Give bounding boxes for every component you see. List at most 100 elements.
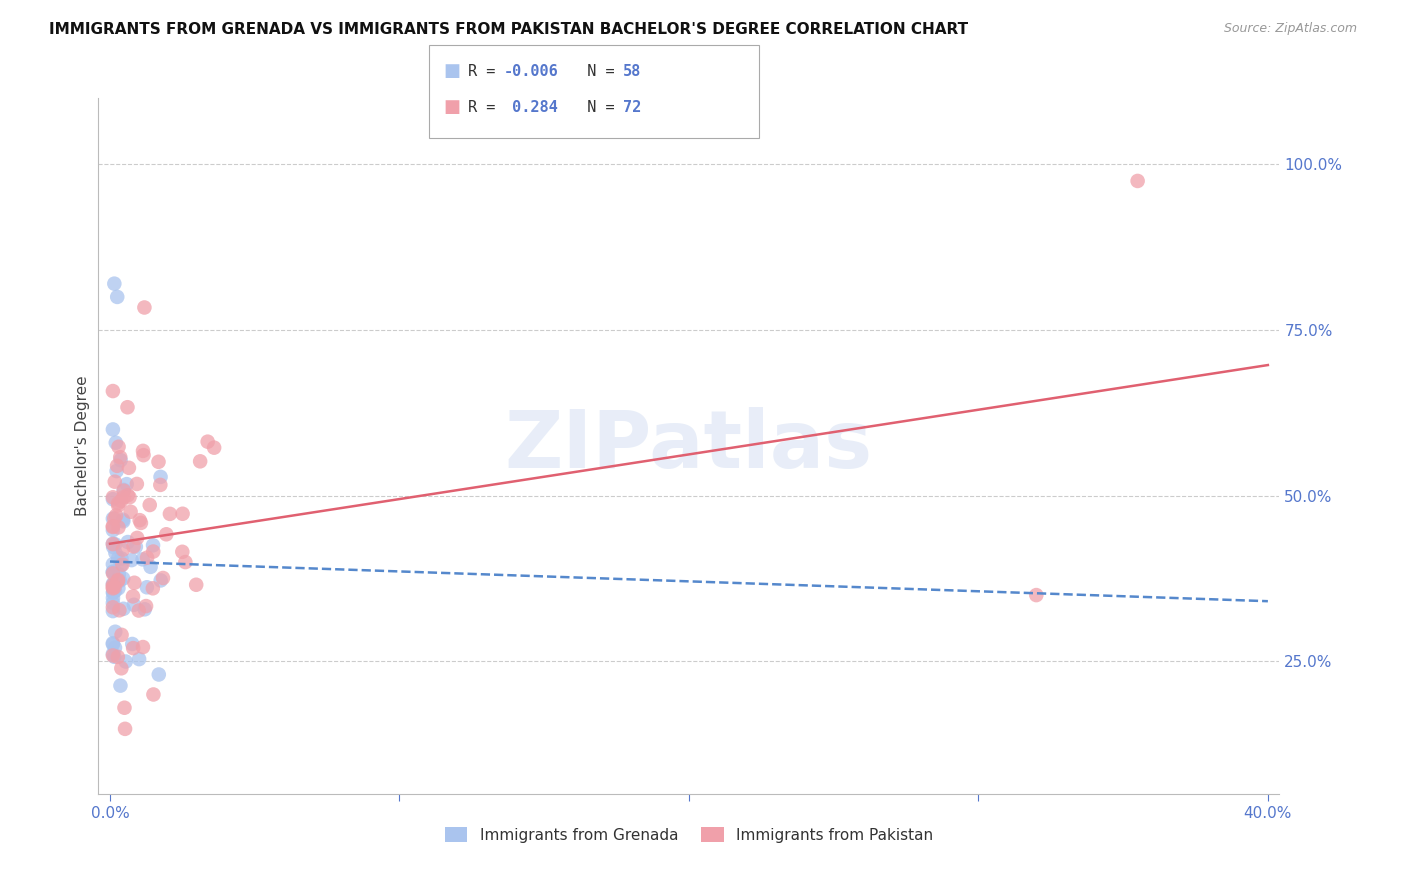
Point [101, 636, 124, 650]
Point [110, 628, 132, 642]
Point [108, 603, 131, 617]
Point [129, 516, 152, 530]
Point [103, 585, 125, 599]
Point [103, 277, 125, 291]
Point [101, 585, 124, 599]
Point [104, 584, 127, 599]
Point [142, 688, 165, 702]
Point [107, 440, 129, 454]
Point [105, 458, 128, 473]
Point [112, 483, 135, 498]
Point [174, 555, 197, 569]
Point [172, 545, 194, 559]
Point [186, 578, 208, 592]
Text: ■: ■ [443, 98, 460, 116]
Point [118, 460, 141, 475]
Point [121, 553, 143, 567]
Point [101, 565, 124, 579]
Point [155, 527, 177, 541]
Point [142, 582, 165, 596]
Point [197, 434, 219, 449]
Point [101, 648, 124, 663]
Point [107, 581, 129, 595]
Point [103, 578, 125, 592]
Point [101, 577, 124, 591]
Point [117, 401, 139, 415]
Text: ZIPatlas: ZIPatlas [505, 407, 873, 485]
Point [101, 422, 124, 436]
Point [134, 301, 156, 315]
Point [128, 513, 150, 527]
Point [105, 290, 128, 304]
Point [142, 538, 165, 552]
Point [101, 537, 124, 551]
Text: -0.006: -0.006 [503, 64, 558, 78]
Point [110, 453, 132, 467]
Point [122, 641, 145, 656]
Point [101, 540, 124, 554]
Point [101, 511, 124, 525]
Point [101, 647, 124, 661]
Point [128, 603, 150, 617]
Point [149, 478, 172, 492]
Point [108, 574, 131, 588]
Point [110, 494, 132, 508]
Point [112, 572, 135, 586]
Point [112, 490, 135, 504]
Y-axis label: Bachelor's Degree: Bachelor's Degree [75, 376, 90, 516]
Point [112, 602, 135, 616]
Text: 72: 72 [623, 100, 641, 114]
Point [188, 454, 211, 468]
Point [132, 448, 155, 462]
Point [108, 567, 131, 582]
Point [104, 546, 127, 560]
Point [104, 624, 127, 639]
Point [103, 580, 125, 594]
Point [121, 637, 143, 651]
Point [127, 531, 149, 545]
Point [105, 464, 128, 478]
Point [202, 441, 225, 455]
Point [104, 475, 127, 489]
Point [122, 598, 145, 612]
Text: R =: R = [468, 100, 505, 114]
Text: ■: ■ [443, 62, 460, 80]
Point [1126, 174, 1149, 188]
Point [117, 535, 139, 549]
Point [152, 571, 174, 585]
Point [134, 602, 156, 616]
Point [101, 591, 124, 605]
Point [110, 661, 132, 675]
Point [122, 590, 145, 604]
Point [112, 514, 135, 528]
Point [136, 550, 159, 565]
Point [111, 542, 134, 557]
Point [110, 558, 132, 573]
Point [101, 600, 124, 615]
Point [135, 599, 157, 613]
Text: R =: R = [468, 64, 505, 78]
Point [111, 513, 134, 527]
Point [101, 582, 124, 596]
Point [101, 566, 124, 581]
Point [138, 498, 160, 512]
Point [132, 443, 155, 458]
Point [110, 450, 132, 465]
Point [148, 667, 170, 681]
Point [131, 552, 153, 566]
Point [125, 540, 148, 554]
Point [110, 679, 132, 693]
Point [107, 551, 129, 566]
Point [104, 537, 127, 551]
Point [101, 558, 124, 572]
Point [118, 490, 141, 504]
Point [139, 559, 162, 574]
Point [132, 640, 155, 654]
Point [101, 580, 124, 594]
Point [149, 574, 172, 588]
Point [101, 604, 124, 618]
Text: IMMIGRANTS FROM GRENADA VS IMMIGRANTS FROM PAKISTAN BACHELOR'S DEGREE CORRELATIO: IMMIGRANTS FROM GRENADA VS IMMIGRANTS FR… [49, 22, 969, 37]
Point [172, 507, 194, 521]
Point [110, 551, 132, 566]
Point [117, 488, 139, 502]
